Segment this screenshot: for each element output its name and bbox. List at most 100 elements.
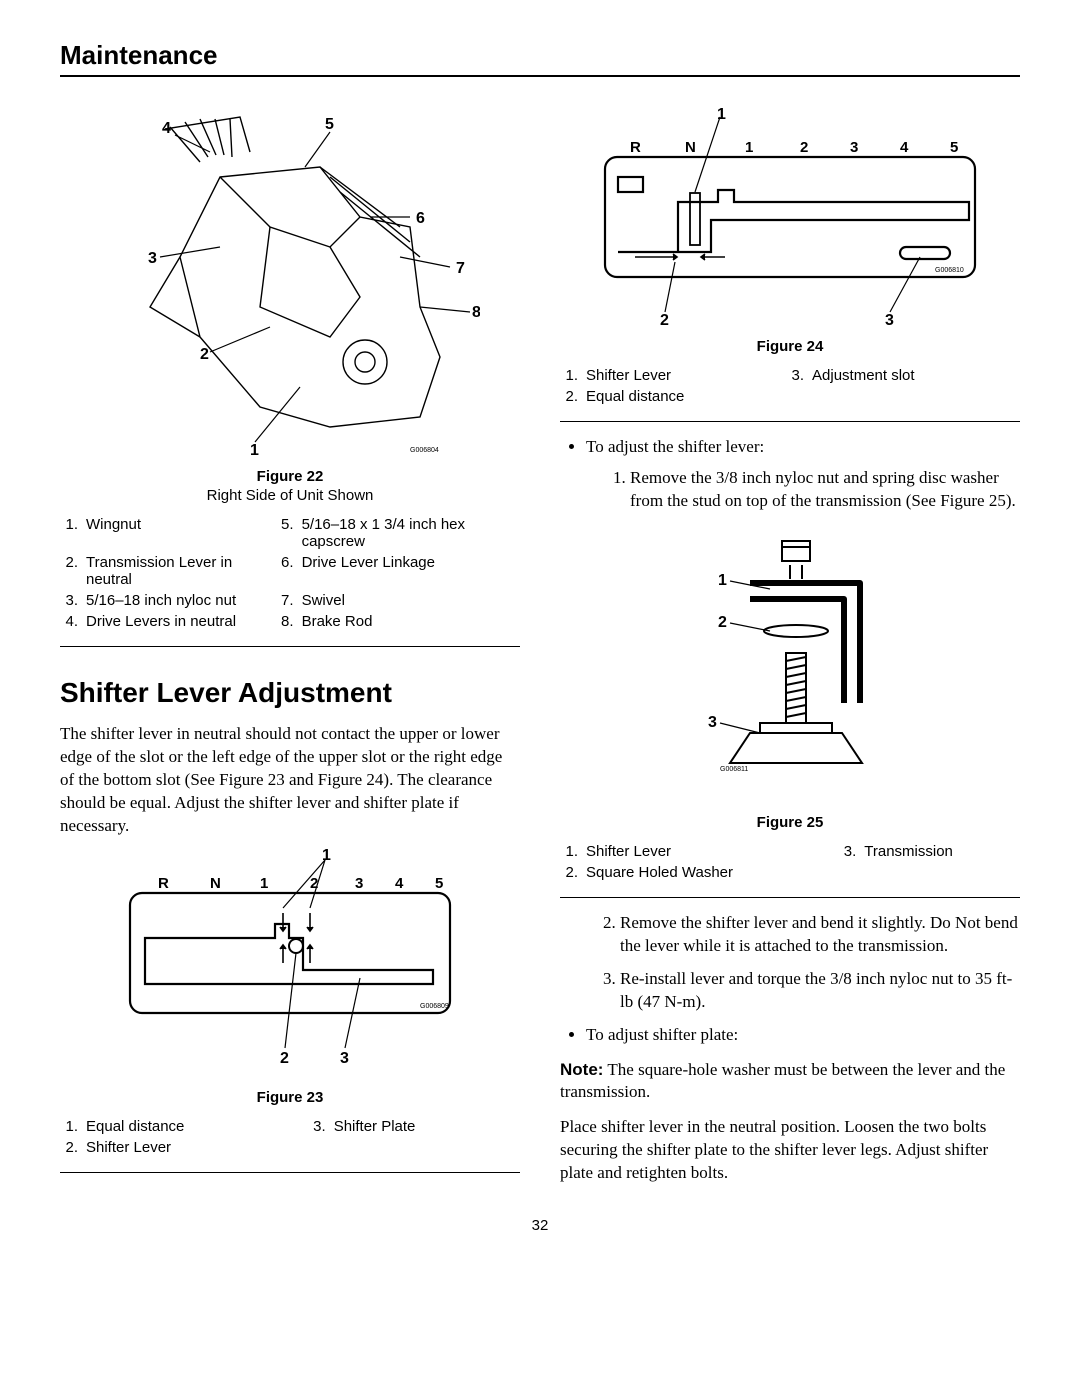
- legend-text: Brake Rod: [298, 611, 520, 632]
- figure-22-subcaption: Right Side of Unit Shown: [60, 487, 520, 504]
- figure-22-svg: 1 2 3 4 5 6 7 8 G006804: [100, 107, 480, 457]
- legend-text: Drive Levers in neutral: [82, 611, 276, 632]
- figure-23: R N 1 2 3 4 5 1 2 3: [60, 848, 520, 1106]
- callout-2: 2: [660, 312, 669, 327]
- figure-24-legend: 1. Shifter Lever 3. Adjustment slot 2. E…: [560, 365, 1020, 407]
- legend-num: 3.: [786, 365, 808, 386]
- gear-label: 1: [260, 875, 268, 892]
- callout-6: 6: [416, 210, 425, 227]
- legend-text: Shifter Lever: [582, 365, 786, 386]
- final-paragraph: Place shifter lever in the neutral posit…: [560, 1116, 1020, 1185]
- callout-1: 1: [250, 442, 259, 457]
- drawing-id: G006804: [410, 447, 439, 454]
- legend-text: Adjustment slot: [808, 365, 1020, 386]
- legend-num: 2.: [60, 552, 82, 590]
- legend-text: Drive Lever Linkage: [298, 552, 520, 590]
- callout-3: 3: [148, 250, 157, 267]
- figure-22: 1 2 3 4 5 6 7 8 G006804 Figure 22 Right …: [60, 107, 520, 504]
- bullet-item: To adjust the shifter lever: Remove the …: [586, 436, 1020, 513]
- callout-1: 1: [717, 107, 726, 123]
- legend-text: Square Holed Washer: [582, 862, 838, 883]
- divider: [60, 646, 520, 647]
- numbered-list-1: Remove the 3/8 inch nyloc nut and spring…: [586, 467, 1020, 513]
- legend-num: 1.: [560, 841, 582, 862]
- callout-1: 1: [322, 848, 331, 864]
- callout-3: 3: [885, 312, 894, 327]
- two-column-layout: 1 2 3 4 5 6 7 8 G006804 Figure 22 Right …: [60, 97, 1020, 1187]
- figure-25-legend: 1. Shifter Lever 3. Transmission 2. Squa…: [560, 841, 1020, 883]
- figure-25: 1 2 3 G006811 Figure 25: [560, 523, 1020, 831]
- figure-22-caption: Figure 22: [60, 468, 520, 485]
- note-paragraph: Note: The square-hole washer must be bet…: [560, 1059, 1020, 1105]
- callout-5: 5: [325, 116, 334, 133]
- legend-text: Equal distance: [82, 1116, 308, 1137]
- legend-num: 8.: [276, 611, 298, 632]
- subsection-paragraph: The shifter lever in neutral should not …: [60, 723, 520, 838]
- legend-text: Shifter Lever: [82, 1137, 308, 1158]
- figure-23-svg: R N 1 2 3 4 5 1 2 3: [110, 848, 470, 1078]
- figure-24-caption: Figure 24: [560, 338, 1020, 355]
- callout-2: 2: [280, 1050, 289, 1067]
- legend-num: 5.: [276, 514, 298, 552]
- step-item: Remove the 3/8 inch nyloc nut and spring…: [630, 467, 1020, 513]
- divider: [60, 1172, 520, 1173]
- gear-label: 3: [355, 875, 363, 892]
- legend-num: 2.: [60, 1137, 82, 1158]
- drawing-id: G006809: [420, 1003, 449, 1010]
- legend-num: 2.: [560, 862, 582, 883]
- right-column: R N 1 2 3 4 5 1 2 3 G006810: [560, 97, 1020, 1187]
- figure-23-caption: Figure 23: [60, 1089, 520, 1106]
- legend-text: 5/16–18 inch nyloc nut: [82, 590, 276, 611]
- callout-4: 4: [162, 120, 171, 137]
- left-column: 1 2 3 4 5 6 7 8 G006804 Figure 22 Right …: [60, 97, 520, 1187]
- gear-label: 3: [850, 139, 858, 156]
- legend-text: Equal distance: [582, 386, 786, 407]
- legend-num: 3.: [60, 590, 82, 611]
- callout-3: 3: [340, 1050, 349, 1067]
- legend-text: Wingnut: [82, 514, 276, 552]
- legend-num: 1.: [60, 1116, 82, 1137]
- callout-1: 1: [718, 572, 727, 589]
- bullet-item: To adjust shifter plate:: [586, 1024, 1020, 1047]
- callout-7: 7: [456, 260, 465, 277]
- legend-num: 2.: [560, 386, 582, 407]
- callout-8: 8: [472, 304, 480, 321]
- figure-25-svg: 1 2 3 G006811: [660, 523, 920, 803]
- callout-2: 2: [718, 614, 727, 631]
- gear-label: 4: [900, 139, 909, 156]
- drawing-id: G006810: [935, 267, 964, 274]
- figure-23-legend: 1. Equal distance 3. Shifter Plate 2. Sh…: [60, 1116, 520, 1158]
- gear-label: N: [210, 875, 221, 892]
- legend-num: 1.: [60, 514, 82, 552]
- legend-num: 4.: [60, 611, 82, 632]
- gear-label: N: [685, 139, 696, 156]
- legend-num: 3.: [308, 1116, 330, 1137]
- callout-3: 3: [708, 714, 717, 731]
- bullet-list-1: To adjust the shifter lever: Remove the …: [560, 436, 1020, 513]
- note-label: Note:: [560, 1060, 603, 1079]
- figure-25-caption: Figure 25: [560, 814, 1020, 831]
- callout-2: 2: [200, 346, 209, 363]
- numbered-list-2: Remove the shifter lever and bend it sli…: [560, 912, 1020, 1014]
- gear-label: 2: [800, 139, 808, 156]
- legend-num: 1.: [560, 365, 582, 386]
- step-item: Re-install lever and torque the 3/8 inch…: [620, 968, 1020, 1014]
- page-number: 32: [60, 1217, 1020, 1234]
- figure-22-legend: 1. Wingnut 5. 5/16–18 x 1 3/4 inch hex c…: [60, 514, 520, 632]
- legend-num: 3.: [838, 841, 860, 862]
- figure-24-svg: R N 1 2 3 4 5 1 2 3 G006810: [590, 107, 990, 327]
- legend-text: Shifter Lever: [582, 841, 838, 862]
- bullet-text: To adjust the shifter lever:: [586, 437, 764, 456]
- gear-label: 5: [435, 875, 443, 892]
- gear-label: 5: [950, 139, 958, 156]
- drawing-id: G006811: [720, 766, 748, 773]
- divider: [560, 421, 1020, 422]
- bullet-list-2: To adjust shifter plate:: [560, 1024, 1020, 1047]
- gear-label: 4: [395, 875, 404, 892]
- legend-text: Transmission Lever in neutral: [82, 552, 276, 590]
- legend-text: Transmission: [860, 841, 1020, 862]
- gear-label: R: [630, 139, 641, 156]
- step-item: Remove the shifter lever and bend it sli…: [620, 912, 1020, 958]
- legend-text: Shifter Plate: [330, 1116, 520, 1137]
- subsection-title: Shifter Lever Adjustment: [60, 677, 520, 709]
